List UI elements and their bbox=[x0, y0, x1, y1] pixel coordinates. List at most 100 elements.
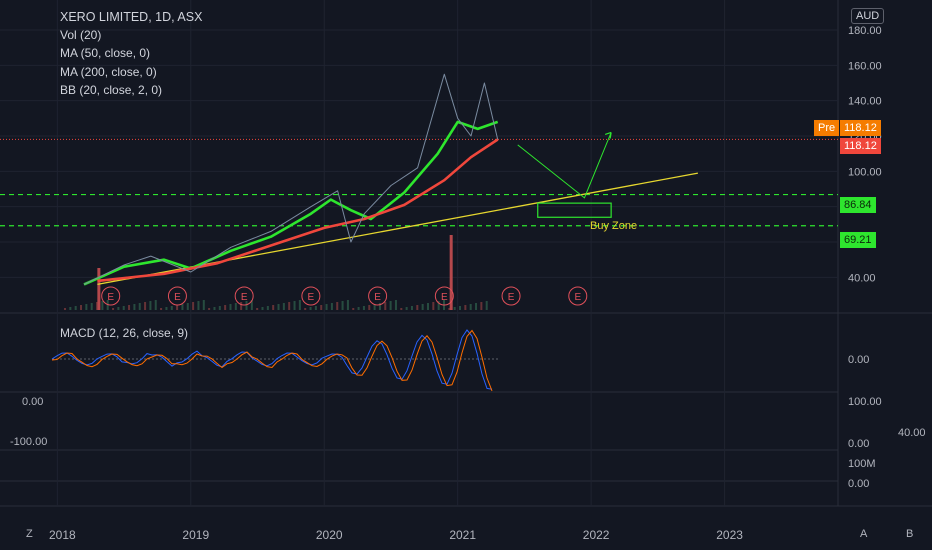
volume-bar bbox=[170, 306, 173, 310]
earnings-marker-6 bbox=[501, 286, 521, 306]
volume-bar bbox=[288, 302, 291, 310]
earnings-marker-2 bbox=[234, 286, 254, 306]
volume-bar bbox=[90, 303, 93, 310]
volume-bar bbox=[261, 307, 264, 310]
projection-path bbox=[517, 132, 612, 199]
volume-bar bbox=[346, 300, 349, 310]
volume-bar bbox=[128, 305, 131, 310]
earnings-label-2: E bbox=[241, 292, 248, 303]
currency-badge[interactable]: AUD bbox=[851, 8, 885, 24]
last-price-tag: 118.12 bbox=[840, 138, 881, 154]
macd-legend[interactable]: MACD (12, 26, close, 9) bbox=[60, 326, 189, 340]
macd-signal-line bbox=[51, 329, 493, 392]
earnings-label-3: E bbox=[308, 292, 315, 303]
earnings-label-6: E bbox=[508, 292, 515, 303]
buy-zone-label: Buy Zone bbox=[590, 220, 638, 232]
volume-bar bbox=[389, 301, 392, 310]
x-tick-2021: 2021 bbox=[449, 528, 476, 542]
volume-bar bbox=[245, 301, 248, 310]
volume-bar bbox=[176, 305, 179, 310]
volume-bar bbox=[325, 304, 328, 310]
chart-title: XERO LIMITED, 1D, ASX bbox=[60, 10, 203, 24]
volume-bar bbox=[234, 303, 237, 310]
earnings-label-7: E bbox=[574, 292, 581, 303]
volume-bar bbox=[192, 302, 195, 310]
volume-bar bbox=[154, 300, 157, 310]
left-axis-minus-100: -100.00 bbox=[10, 436, 48, 448]
volume-bar bbox=[475, 303, 478, 310]
premarket-label: Pre bbox=[814, 120, 840, 136]
volume-spike bbox=[449, 235, 453, 310]
volume-bar bbox=[448, 308, 451, 310]
earnings-label-0: E bbox=[107, 292, 114, 303]
settings-b-icon[interactable]: B bbox=[906, 528, 914, 540]
legend-volume[interactable]: Vol (20) bbox=[60, 28, 102, 42]
volume-bar bbox=[80, 305, 83, 310]
volume-bar bbox=[330, 303, 333, 310]
volume-spike bbox=[97, 268, 101, 310]
volume-bar bbox=[405, 307, 408, 310]
y-tick-100.00: 100.00 bbox=[848, 166, 882, 178]
volume-bar bbox=[464, 305, 467, 310]
volume-bar bbox=[112, 308, 115, 310]
volume-bar bbox=[208, 308, 211, 310]
volume-bar bbox=[69, 307, 72, 310]
x-tick-2022: 2022 bbox=[583, 528, 610, 542]
volume-bar bbox=[459, 306, 462, 310]
volume-bar bbox=[384, 302, 387, 310]
volume-bar bbox=[378, 303, 381, 310]
premarket-price-tag: 118.12 bbox=[840, 120, 881, 136]
pane-axis-0: 0.00 bbox=[848, 438, 870, 450]
volume-bar bbox=[416, 305, 419, 310]
volume-bar bbox=[362, 306, 365, 310]
earnings-label-4: E bbox=[374, 292, 381, 303]
left-axis-zero: 0.00 bbox=[22, 396, 44, 408]
series-ma-50-close-0- bbox=[83, 120, 499, 286]
volume-bar bbox=[117, 307, 120, 310]
macd-tick-0.00: 0.00 bbox=[848, 354, 869, 366]
volume-bar bbox=[138, 303, 141, 310]
zoom-icon[interactable]: Z bbox=[26, 528, 33, 540]
x-tick-2019: 2019 bbox=[182, 528, 209, 542]
volume-bar bbox=[64, 308, 67, 310]
volume-bar bbox=[282, 303, 285, 310]
volume-bar bbox=[272, 305, 275, 310]
projection-arrowhead bbox=[604, 131, 612, 139]
volume-bar bbox=[469, 304, 472, 310]
volume-bar bbox=[101, 301, 104, 310]
pane-axis-100m: 100M bbox=[848, 458, 876, 470]
earnings-label-1: E bbox=[174, 292, 181, 303]
auto-scale-icon[interactable]: A bbox=[860, 528, 868, 540]
earnings-marker-1 bbox=[167, 286, 187, 306]
volume-bar bbox=[320, 305, 323, 310]
macd-line bbox=[51, 329, 493, 390]
volume-bar bbox=[394, 300, 397, 310]
level-upper-tag: 86.84 bbox=[840, 197, 876, 213]
y-tick-140.00: 140.00 bbox=[848, 96, 882, 108]
earnings-marker-3 bbox=[301, 286, 321, 306]
volume-bar bbox=[352, 308, 355, 310]
level-lower-tag: 69.21 bbox=[840, 232, 876, 248]
volume-bar bbox=[432, 302, 435, 310]
volume-bar bbox=[197, 301, 200, 310]
volume-bar bbox=[181, 304, 184, 310]
volume-bar bbox=[160, 308, 163, 310]
volume-bar bbox=[298, 300, 301, 310]
volume-bar bbox=[277, 304, 280, 310]
legend-ma50[interactable]: MA (50, close, 0) bbox=[60, 46, 151, 60]
volume-bar bbox=[74, 306, 77, 310]
earnings-marker-5 bbox=[434, 286, 454, 306]
earnings-marker-7 bbox=[568, 286, 588, 306]
y-tick-160.00: 160.00 bbox=[848, 60, 882, 72]
volume-bar bbox=[480, 302, 483, 310]
legend-bollinger[interactable]: BB (20, close, 2, 0) bbox=[60, 83, 163, 97]
legend-ma200[interactable]: MA (200, close, 0) bbox=[60, 65, 157, 79]
earnings-label-5: E bbox=[441, 292, 448, 303]
volume-bar bbox=[133, 304, 136, 310]
buy-zone-box bbox=[537, 202, 612, 218]
volume-bar bbox=[368, 305, 371, 310]
x-tick-2018: 2018 bbox=[49, 528, 76, 542]
volume-bar bbox=[485, 301, 488, 310]
volume-bar bbox=[240, 302, 243, 310]
